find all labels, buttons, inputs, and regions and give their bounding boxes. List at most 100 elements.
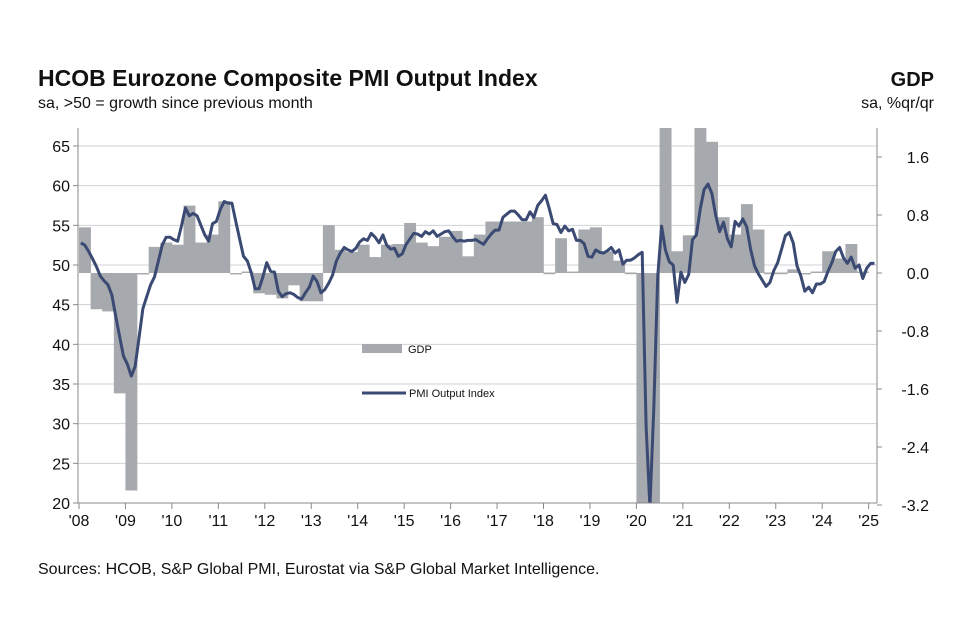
gdp-bar	[752, 229, 765, 273]
gdp-bar	[729, 234, 742, 273]
right-tick-label: 0.8	[907, 208, 929, 225]
left-tick-label: 30	[52, 417, 70, 434]
gdp-bar	[357, 244, 370, 273]
gdp-bar	[148, 246, 161, 273]
x-tick-label: '23	[765, 513, 786, 530]
gdp-bar	[276, 273, 289, 299]
x-tick-label: '17	[487, 513, 508, 530]
gdp-bar	[775, 272, 788, 275]
x-tick-label: '15	[394, 513, 415, 530]
legend-gdp-swatch	[362, 344, 402, 353]
axes: 20 25 30 35 40 45 50 55 60 65 -3.2 -2.4 -1.6 -0.8 0.0 0…	[52, 128, 929, 530]
gdp-bar	[555, 238, 568, 273]
left-tick-label: 50	[52, 258, 70, 275]
gdp-bar	[531, 217, 544, 273]
gdp-bar	[624, 272, 637, 275]
gdp-bar	[450, 230, 463, 273]
gdp-bar	[566, 271, 579, 273]
gdp-bar	[415, 242, 428, 273]
gdp-bar	[160, 242, 173, 273]
gdp-bar	[601, 251, 614, 273]
gdp-bar	[241, 271, 254, 273]
gdp-bar	[218, 201, 231, 273]
gdp-bar	[392, 244, 405, 273]
gdp-bar	[798, 273, 811, 275]
gdp-bar	[404, 222, 417, 273]
left-tick-label: 25	[52, 456, 70, 473]
gdp-bar	[659, 128, 672, 273]
gdp-bar	[543, 272, 556, 275]
gdp-bar	[578, 229, 591, 273]
gdp-bar	[787, 269, 800, 273]
gdp-bar	[229, 273, 242, 275]
gridlines	[78, 145, 877, 464]
gdp-bar	[311, 273, 324, 302]
gdp-bar	[520, 221, 533, 273]
chart-subtitle: sa, >50 = growth since previous month	[38, 95, 313, 112]
gdp-bar	[717, 217, 730, 273]
pmi-line	[80, 182, 875, 503]
gdp-bar	[485, 221, 498, 273]
gdp-bar	[206, 234, 219, 273]
x-tick-label: '08	[69, 513, 90, 530]
legend-pmi-label: PMI Output Index	[409, 388, 495, 400]
right-tick-label: -2.4	[901, 440, 929, 457]
right-axis-subtitle: sa, %qr/qr	[861, 95, 935, 112]
gdp-bar	[288, 273, 300, 286]
gdp-bar	[427, 246, 440, 273]
x-tick-label: '11	[209, 513, 229, 530]
gdp-bar	[264, 273, 277, 295]
x-tick-label: '21	[672, 513, 693, 530]
x-tick-label: '18	[533, 513, 554, 530]
right-tick-label: -1.6	[901, 382, 929, 399]
gdp-bar	[369, 257, 382, 273]
gdp-bar	[102, 273, 115, 312]
pmi-line-group	[80, 182, 875, 503]
right-axis-title: GDP	[891, 69, 934, 91]
gdp-bar	[299, 273, 312, 302]
gdp-bar	[810, 271, 823, 273]
gdp-bar	[253, 273, 266, 294]
gdp-bar	[125, 273, 138, 491]
x-tick-label: '10	[161, 513, 182, 530]
gdp-bar	[462, 256, 475, 273]
gdp-bar	[682, 235, 695, 273]
right-tick-label: -0.8	[901, 324, 929, 341]
gdp-bar	[833, 258, 846, 273]
x-tick-label: '20	[626, 513, 647, 530]
gdp-bar	[822, 251, 835, 273]
gdp-bar	[636, 273, 649, 503]
gdp-bar	[79, 227, 91, 273]
gdp-bar	[613, 260, 626, 273]
right-tick-label: 0.0	[907, 266, 929, 283]
gdp-bar	[346, 251, 358, 273]
gdp-bar	[380, 244, 393, 273]
gdp-bar	[438, 236, 451, 273]
gdp-bar	[671, 251, 684, 273]
left-tick-label: 20	[52, 496, 70, 513]
x-tick-label: '22	[719, 513, 740, 530]
gdp-bar	[195, 242, 208, 273]
gdp-bar	[171, 244, 184, 273]
left-tick-label: 65	[52, 139, 70, 156]
gdp-bar	[857, 271, 869, 273]
x-tick-label: '09	[115, 513, 136, 530]
left-tick-label: 40	[52, 337, 70, 354]
right-tick-label: -3.2	[901, 498, 929, 515]
chart-title: HCOB Eurozone Composite PMI Output Index	[38, 65, 538, 91]
x-tick-label: '19	[580, 513, 601, 530]
left-tick-label: 55	[52, 218, 70, 235]
gdp-bar	[740, 204, 753, 273]
legend-gdp-label: GDP	[408, 344, 432, 356]
gdp-bar	[90, 273, 103, 310]
left-tick-label: 35	[52, 377, 70, 394]
left-tick-label: 45	[52, 298, 70, 315]
gdp-bars	[79, 128, 869, 503]
gdp-bar	[473, 234, 486, 273]
gdp-bar	[183, 205, 196, 273]
gdp-bar	[137, 273, 149, 275]
x-tick-label: '12	[254, 513, 275, 530]
gdp-bar	[322, 225, 335, 273]
x-tick-label: '13	[301, 513, 322, 530]
